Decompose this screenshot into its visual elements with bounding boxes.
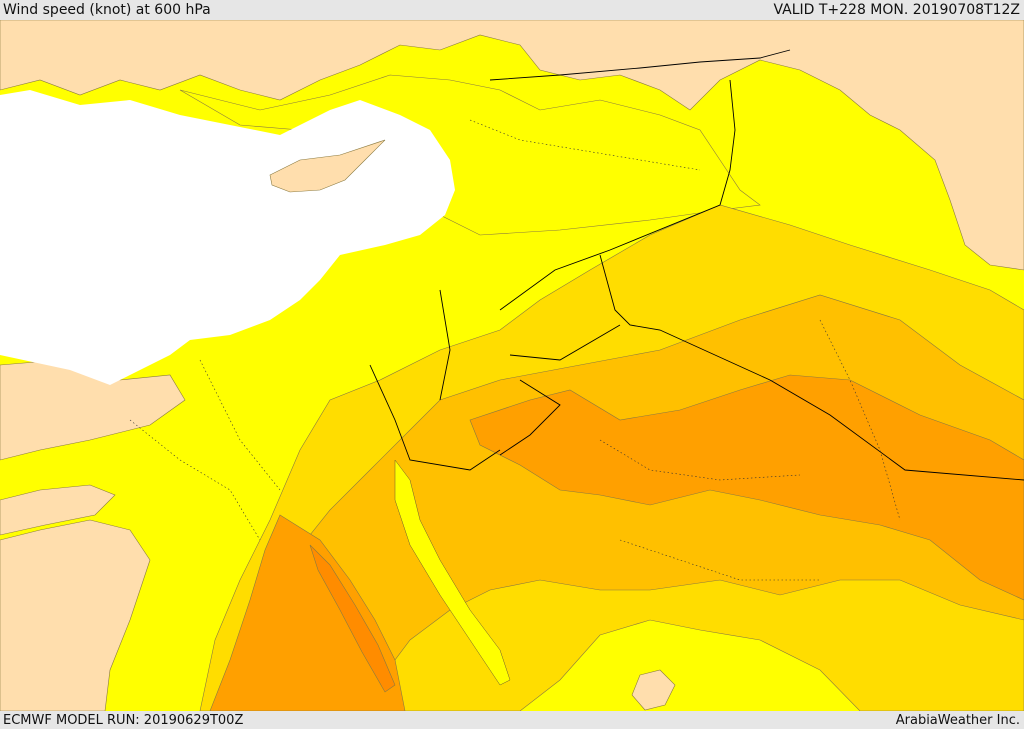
- wind-band-4: [469, 374, 1024, 601]
- wind-band-4-south: [209, 514, 406, 711]
- credit-text: ArabiaWeather Inc.: [895, 712, 1020, 728]
- calm-zone-west: [0, 519, 151, 711]
- map-header: Wind speed (knot) at 600 hPa VALID T+228…: [0, 0, 1024, 20]
- wind-speed-map: [0, 20, 1024, 711]
- wind-band-5-strip: [309, 544, 396, 693]
- red-sea: [394, 459, 511, 686]
- map-area: [0, 20, 1024, 711]
- province-borders: [129, 119, 901, 581]
- map-title: Wind speed (knot) at 600 hPa: [3, 2, 211, 18]
- model-run: ECMWF MODEL RUN: 20190629T00Z: [3, 712, 244, 728]
- calm-zone-southeast: [631, 669, 676, 711]
- calm-zone-west-small: [0, 484, 116, 536]
- cyprus-island: [269, 139, 386, 193]
- valid-time: VALID T+228 MON. 20190708T12Z: [773, 2, 1020, 18]
- calm-zone-north: [0, 20, 1024, 271]
- map-footer: ECMWF MODEL RUN: 20190629T00Z ArabiaWeat…: [0, 711, 1024, 729]
- country-borders: [369, 49, 1024, 481]
